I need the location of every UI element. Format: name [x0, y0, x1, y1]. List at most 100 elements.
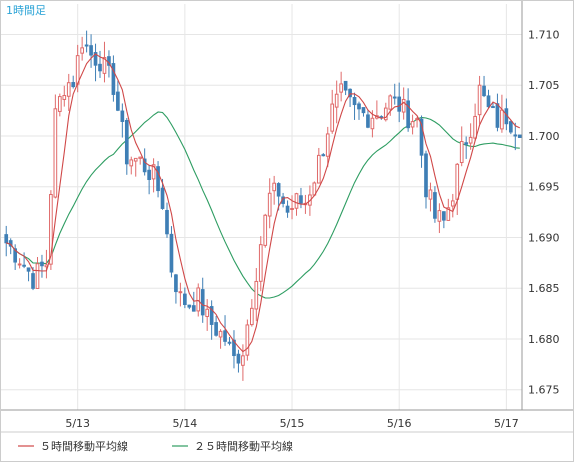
candle-down — [348, 88, 352, 98]
candle-down — [200, 289, 205, 316]
candle-up — [196, 287, 201, 312]
y-tick-label: 1.700 — [528, 130, 560, 143]
ma5-line — [6, 53, 521, 353]
y-tick-label: 1.675 — [528, 384, 560, 397]
candle-up — [334, 93, 339, 108]
candle-up — [459, 141, 464, 164]
candle-down — [165, 209, 169, 235]
candle-up — [455, 163, 460, 200]
candle-down — [209, 306, 214, 325]
candle-up — [254, 280, 259, 310]
candle-down — [276, 183, 281, 197]
x-axis-ticks: 5/13 5/14 5/15 5/16 5/17 — [65, 417, 518, 430]
candle-up — [80, 47, 84, 54]
ma5-layer — [6, 53, 521, 353]
candle-up — [62, 95, 67, 100]
x-tick-label: 5/17 — [494, 417, 519, 430]
candle-down — [424, 153, 428, 198]
candle-up — [383, 107, 388, 121]
candle-up — [57, 96, 62, 112]
candle-up — [477, 84, 482, 116]
legend: ５時間移動平均線 ２５時間移動平均線 — [18, 439, 293, 453]
y-tick-label: 1.690 — [528, 231, 560, 244]
candle-down — [31, 273, 35, 289]
candle-up — [468, 136, 473, 144]
candle-up — [241, 355, 245, 366]
candle-down — [236, 353, 241, 364]
candle-down — [495, 103, 500, 128]
candle-up — [75, 55, 80, 85]
candle-up — [66, 82, 71, 97]
candle-up — [272, 182, 277, 192]
candle-down — [433, 192, 437, 219]
candle-down — [352, 97, 357, 106]
candle-down — [169, 233, 174, 273]
candles — [4, 30, 522, 381]
candle-up — [410, 121, 415, 128]
timeframe-label: 1時間足 — [6, 4, 46, 17]
candle-up — [339, 83, 343, 93]
candle-up — [218, 330, 223, 338]
candle-up — [35, 263, 40, 289]
candle-down — [147, 169, 151, 181]
candle-up — [138, 156, 143, 159]
candle-down — [361, 107, 366, 114]
y-axis-ticks: 1.675 1.680 1.685 1.690 1.695 1.700 1.705 1.710 — [528, 28, 560, 396]
candle-down — [223, 330, 227, 342]
candle-up — [245, 324, 250, 356]
candle-down — [26, 267, 31, 272]
x-tick-label: 5/16 — [387, 417, 412, 430]
candle-down — [343, 80, 348, 91]
ma25-layer — [6, 111, 520, 299]
candle-down — [187, 304, 192, 308]
candle-down — [491, 106, 495, 109]
candle-up — [178, 291, 183, 294]
candle-down — [142, 158, 147, 173]
candle-down — [397, 96, 402, 112]
candle-up — [49, 193, 53, 265]
candle-up — [415, 118, 419, 121]
candle-down — [89, 45, 93, 56]
candle-down — [98, 63, 102, 72]
candle-down — [482, 85, 486, 97]
candle-down — [486, 95, 491, 108]
candle-down — [227, 341, 232, 344]
candle-down — [124, 119, 129, 165]
candle-down — [419, 118, 424, 156]
candle-up — [267, 192, 272, 217]
candle-down — [232, 339, 236, 357]
candle-down — [508, 121, 513, 133]
legend-ma5-label: ５時間移動平均線 — [40, 439, 128, 453]
candle-up — [205, 308, 210, 318]
candle-up — [330, 103, 335, 132]
candle-down — [71, 82, 76, 88]
ma25-line — [6, 111, 520, 299]
x-tick-label: 5/15 — [280, 417, 305, 430]
candle-down — [22, 264, 26, 267]
candle-down — [517, 134, 522, 138]
candle-down — [183, 293, 187, 306]
candle-up — [446, 207, 451, 221]
candle-up — [450, 200, 455, 207]
candle-up — [316, 154, 321, 184]
candle-up — [370, 117, 375, 130]
candle-down — [156, 166, 160, 192]
candle-down — [191, 305, 196, 312]
candle-up — [294, 193, 299, 209]
candle-up — [263, 214, 268, 246]
candle-down — [174, 274, 178, 293]
candle-up — [473, 115, 477, 139]
candle-down — [406, 100, 410, 129]
candle-up — [249, 307, 254, 326]
y-tick-label: 1.710 — [528, 28, 560, 41]
candle-up — [500, 109, 504, 130]
x-tick-label: 5/14 — [173, 417, 198, 430]
candle-up — [151, 164, 156, 180]
candle-up — [325, 133, 330, 157]
candle-up — [401, 98, 406, 113]
y-tick-label: 1.705 — [528, 79, 560, 92]
candle-down — [357, 103, 361, 110]
y-tick-label: 1.680 — [528, 333, 560, 346]
